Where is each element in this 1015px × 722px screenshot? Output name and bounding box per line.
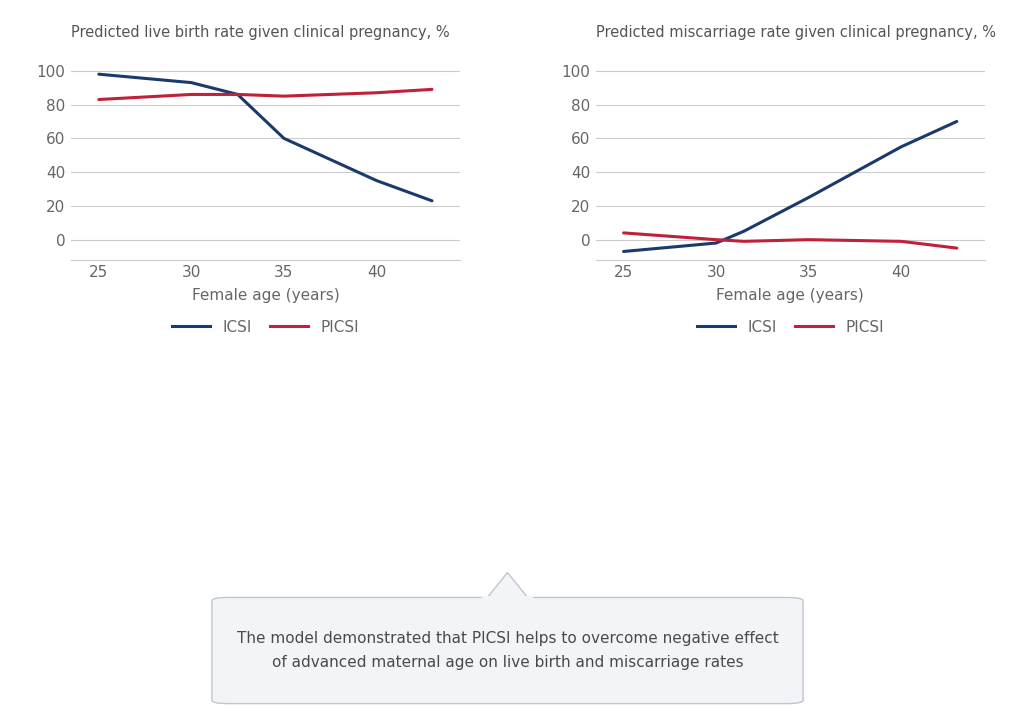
Text: Predicted miscarriage rate given clinical pregnancy, %: Predicted miscarriage rate given clinica… [596,25,996,40]
Text: Predicted live birth rate given clinical pregnancy, %: Predicted live birth rate given clinical… [71,25,450,40]
Legend: ICSI, PICSI: ICSI, PICSI [690,313,890,341]
Polygon shape [485,573,530,601]
FancyBboxPatch shape [482,596,533,605]
X-axis label: Female age (years): Female age (years) [717,288,864,303]
X-axis label: Female age (years): Female age (years) [192,288,339,303]
FancyBboxPatch shape [212,598,803,703]
Text: The model demonstrated that PICSI helps to overcome negative effect
of advanced : The model demonstrated that PICSI helps … [236,631,779,670]
Legend: ICSI, PICSI: ICSI, PICSI [165,313,365,341]
